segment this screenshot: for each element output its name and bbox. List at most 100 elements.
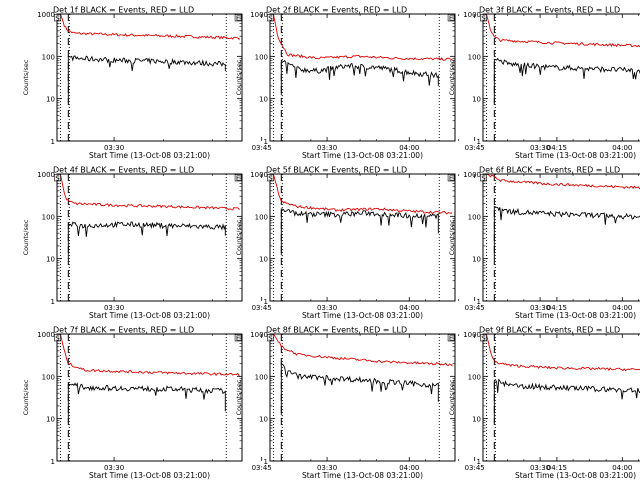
x-axis-label: Start Time (13-Oct-08 03:21:00) (515, 471, 636, 480)
y-tick-label: 1000 (250, 11, 268, 19)
start-marker-box (480, 174, 487, 182)
x-tick-label: 04:15 (547, 304, 567, 312)
events-series-line (493, 378, 640, 423)
lld-series-line (485, 334, 640, 372)
x-tick-label: 04:15 (547, 144, 567, 152)
y-tick-label: 10 (46, 416, 55, 424)
end-marker-label: E (236, 334, 240, 342)
lld-series-line (272, 14, 453, 61)
y-tick-label: 1 (264, 138, 268, 146)
plot-frame (56, 333, 243, 462)
x-tick-label: 03:30 (104, 464, 124, 472)
y-axis-label: Counts/sec (235, 379, 243, 415)
end-marker-box (234, 174, 242, 182)
end-marker-label: E (236, 174, 240, 182)
y-axis-label: Counts/sec (448, 219, 456, 255)
events-series-line (280, 59, 439, 96)
x-tick-label: 03:45 (252, 144, 272, 152)
lld-series-line (273, 334, 453, 367)
panel-title: Det 8f BLACK = Events, RED = LLD (266, 326, 407, 335)
x-tick-label: 03:30 (104, 144, 124, 152)
y-tick-label: 1000 (37, 331, 55, 339)
y-axis-label: Counts/sec (448, 379, 456, 415)
panel-title: Det 7f BLACK = Events, RED = LLD (53, 326, 194, 335)
lld-series-line (59, 174, 240, 211)
x-axis-label: Start Time (13-Oct-08 03:21:00) (89, 151, 210, 160)
x-axis-label: Start Time (13-Oct-08 03:21:00) (302, 311, 423, 320)
y-tick-label: 1000 (37, 171, 55, 179)
plot-frame (269, 173, 456, 302)
y-tick-label: 1 (477, 138, 481, 146)
detector-panel-6: Det 6f BLACK = Events, RED = LLDSE03:300… (448, 166, 640, 320)
start-marker-box (267, 14, 274, 22)
x-tick-label: 04:00 (399, 144, 419, 152)
end-marker-box (447, 334, 455, 342)
x-tick-label: 03:45 (465, 304, 485, 312)
y-tick-label: 1000 (250, 331, 268, 339)
x-tick-label: 03:30 (530, 304, 550, 312)
y-axis-label: Counts/sec (22, 219, 30, 255)
y-tick-label: 100 (42, 53, 55, 61)
x-axis-label: Start Time (13-Oct-08 03:21:00) (515, 311, 636, 320)
x-axis-label: Start Time (13-Oct-08 03:21:00) (302, 471, 423, 480)
x-tick-label: 03:45 (252, 464, 272, 472)
events-series-line (280, 362, 439, 416)
y-axis-label: Counts/sec (235, 59, 243, 95)
y-axis-label: Counts/sec (22, 59, 30, 95)
x-axis-label: Start Time (13-Oct-08 03:21:00) (89, 311, 210, 320)
y-tick-label: 1000 (463, 11, 481, 19)
x-tick-label: 04:00 (612, 304, 632, 312)
start-marker-box (54, 334, 61, 342)
y-tick-label: 1000 (463, 331, 481, 339)
y-axis-label: Counts/sec (235, 219, 243, 255)
panel-title: Det 4f BLACK = Events, RED = LLD (53, 166, 194, 175)
x-tick-label: 03:45 (252, 304, 272, 312)
y-tick-label: 1000 (463, 171, 481, 179)
y-axis-label: Counts/sec (448, 59, 456, 95)
x-tick-label: 03:45 (465, 144, 485, 152)
start-marker-box (54, 14, 61, 22)
x-tick-label: 03:30 (104, 304, 124, 312)
y-tick-label: 10 (472, 256, 481, 264)
y-tick-label: 1 (264, 298, 268, 306)
y-tick-label: 100 (468, 373, 481, 381)
y-tick-label: 10 (259, 416, 268, 424)
plot-frame (269, 333, 456, 462)
x-tick-label: 04:00 (612, 144, 632, 152)
y-tick-label: 10 (472, 96, 481, 104)
y-tick-label: 100 (255, 373, 268, 381)
x-tick-label: 04:00 (399, 304, 419, 312)
y-tick-label: 100 (42, 373, 55, 381)
y-tick-label: 100 (468, 53, 481, 61)
detector-panel-9: Det 9f BLACK = Events, RED = LLDSE03:300… (448, 326, 640, 480)
events-series-line (493, 57, 640, 103)
plot-frame (56, 173, 243, 302)
x-axis-label: Start Time (13-Oct-08 03:21:00) (515, 151, 636, 160)
panel-title: Det 3f BLACK = Events, RED = LLD (479, 6, 620, 15)
x-tick-label: 04:15 (547, 464, 567, 472)
start-marker-box (54, 174, 61, 182)
start-marker-box (267, 334, 274, 342)
y-tick-label: 100 (255, 53, 268, 61)
x-tick-label: 03:45 (465, 464, 485, 472)
y-tick-label: 1000 (250, 171, 268, 179)
y-tick-label: 10 (46, 256, 55, 264)
events-series-line (67, 220, 226, 259)
y-tick-label: 1 (477, 298, 481, 306)
panel-title: Det 2f BLACK = Events, RED = LLD (266, 6, 407, 15)
events-series-line (493, 206, 640, 259)
y-tick-label: 10 (472, 416, 481, 424)
x-tick-label: 03:30 (317, 464, 337, 472)
lld-series-line (485, 14, 640, 48)
plot-frame (56, 13, 243, 142)
y-tick-label: 100 (42, 213, 55, 221)
start-marker-box (480, 334, 487, 342)
x-tick-label: 04:00 (612, 464, 632, 472)
y-tick-label: 1000 (37, 11, 55, 19)
y-tick-label: 1 (51, 138, 55, 146)
